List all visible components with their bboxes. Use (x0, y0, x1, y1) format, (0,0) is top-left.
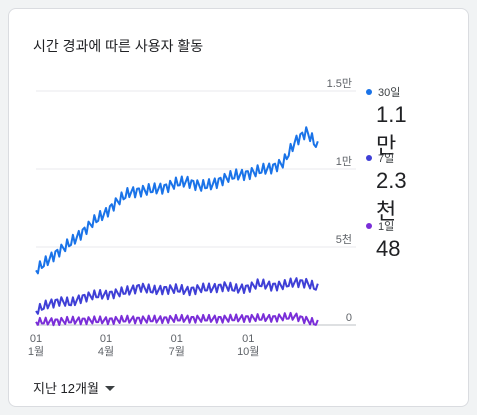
user-activity-card: 시간 경과에 따른 사용자 활동 지난 12개월 (8, 8, 469, 407)
legend-value: 1.1만 (376, 102, 407, 158)
legend-label: 7일 (366, 150, 407, 166)
legend-label: 1일 (366, 218, 400, 234)
x-tick-day: 01 (100, 333, 112, 345)
caret-down-icon[interactable] (104, 386, 115, 391)
legend-dot-icon (366, 155, 372, 161)
y-tick-label: 0 (346, 312, 352, 324)
card-title: 시간 경과에 따른 사용자 활동 (33, 38, 204, 54)
x-tick-day: 01 (171, 333, 183, 345)
series-line-3 (35, 311, 319, 327)
y-tick-label: 1.5만 (327, 77, 352, 90)
legend-item: 30일 1.1만 (366, 84, 407, 160)
period-dropdown[interactable]: 지난 12개월 (33, 378, 115, 397)
legend-item: 7일 2.3천 (366, 150, 407, 226)
series-line-2 (35, 277, 319, 315)
legend-dot-icon (366, 89, 372, 95)
series-line-1 (35, 126, 319, 275)
period-label: 지난 12개월 (33, 381, 99, 396)
y-tick-label: 1만 (336, 155, 352, 168)
x-tick-month: 10월 (237, 345, 259, 358)
x-tick-month: 4월 (98, 345, 114, 358)
x-tick-day: 01 (30, 333, 42, 345)
legend-label-text: 30일 (378, 87, 401, 99)
legend-item: 1일 48 (366, 218, 400, 262)
legend-value: 2.3천 (376, 168, 407, 224)
legend-value: 48 (376, 236, 401, 261)
x-tick-month: 7월 (169, 345, 185, 358)
legend-label-text: 1일 (378, 221, 395, 233)
legend-label-text: 7일 (378, 153, 395, 165)
legend-dot-icon (366, 223, 372, 229)
y-tick-label: 5천 (336, 232, 352, 246)
legend-label: 30일 (366, 84, 407, 100)
x-tick-month: 1월 (28, 345, 44, 358)
x-tick-day: 01 (242, 333, 254, 345)
